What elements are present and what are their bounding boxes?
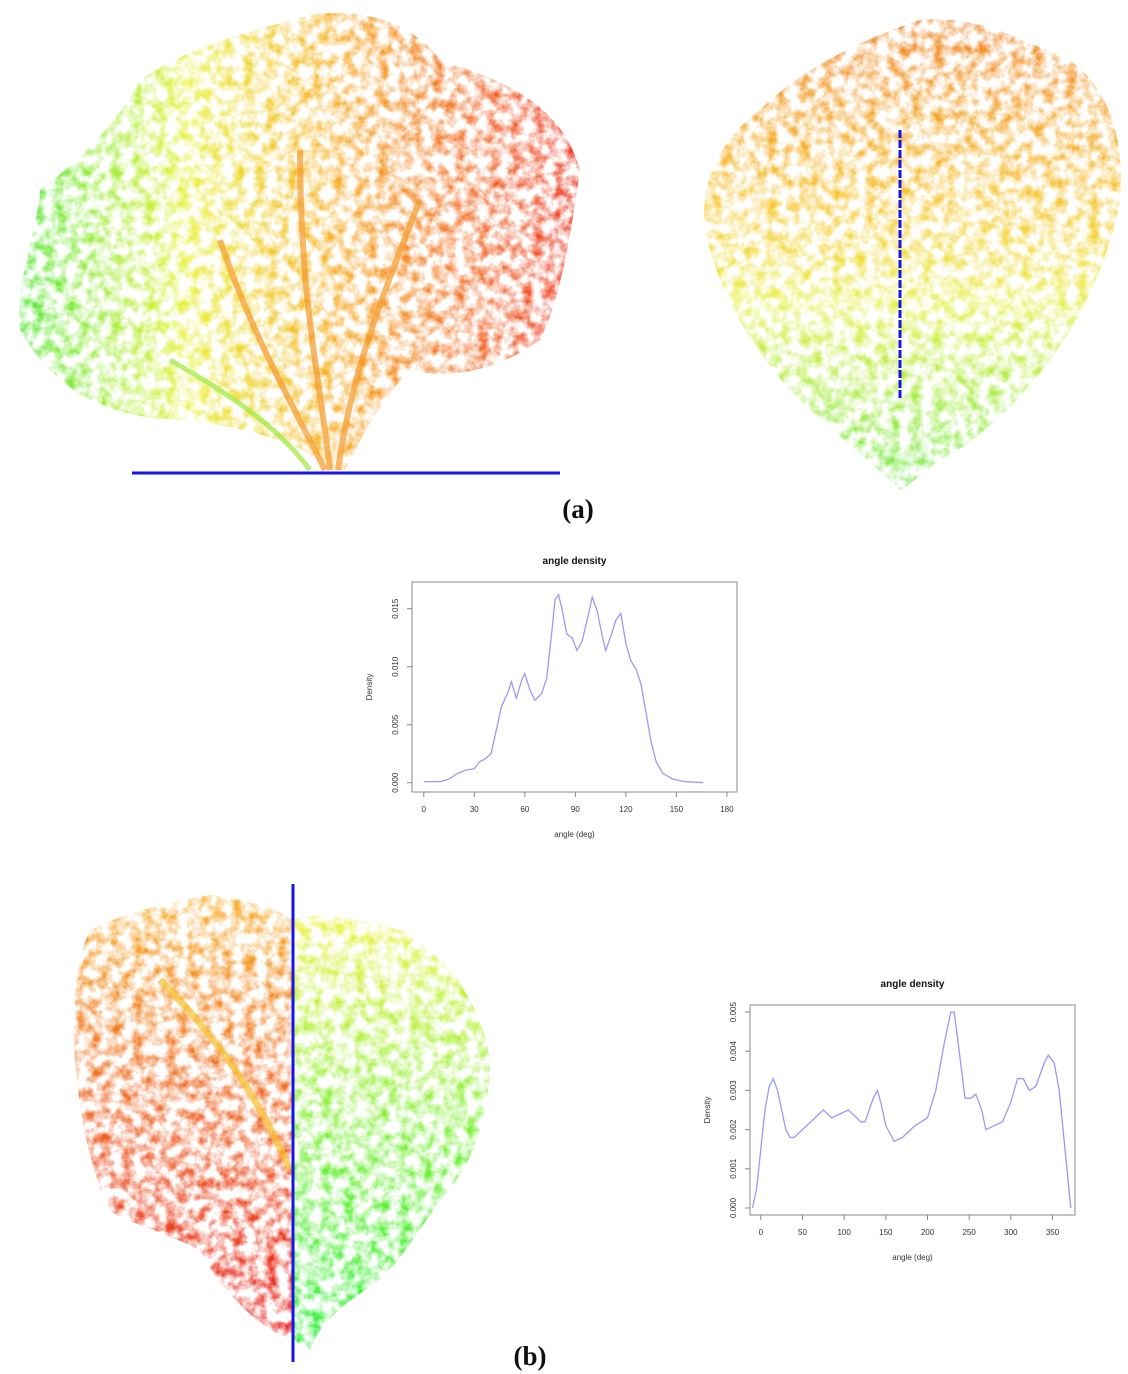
y-axis-label: Density (365, 674, 374, 701)
x-tick-label: 0 (759, 1228, 764, 1237)
y-tick-label: 0.005 (391, 714, 400, 735)
density-chart: angle density angle (deg) Density 0 50 100 150… (703, 979, 1076, 1262)
chart-title: angle density (543, 556, 607, 567)
x-tick-label: 90 (571, 805, 580, 814)
x-tick-label: 30 (470, 805, 479, 814)
tree-side-view (19, 13, 580, 475)
y-tick-label: 0.005 (729, 1001, 738, 1022)
x-tick-label: 250 (962, 1228, 976, 1237)
x-tick-label: 100 (837, 1228, 851, 1237)
y-tick-label: 0.001 (729, 1158, 738, 1179)
y-tick-label: 0.010 (391, 656, 400, 677)
tree-top-view (704, 19, 1121, 490)
x-tick-label: 150 (879, 1228, 893, 1237)
density-line (423, 593, 704, 784)
x-axis-label: angle (deg) (554, 830, 595, 839)
density-line (751, 1011, 1072, 1209)
x-tick-label: 180 (720, 805, 734, 814)
y-tick-label: 0.003 (729, 1080, 738, 1101)
tree-front-view (73, 884, 490, 1362)
x-tick-label: 300 (1004, 1228, 1018, 1237)
plot-frame (411, 581, 738, 793)
y-tick-label: 0.015 (391, 598, 400, 619)
x-tick-label: 150 (670, 805, 684, 814)
panel-label: (b) (514, 1341, 547, 1371)
y-tick-label: 0.002 (729, 1119, 738, 1140)
x-tick-label: 120 (619, 805, 633, 814)
chart-title: angle density (881, 979, 945, 990)
x-tick-label: 50 (798, 1228, 807, 1237)
density-chart: angle density angle (deg) Density 0 30 60 90 12… (365, 556, 738, 839)
y-tick-label: 0.000 (729, 1197, 738, 1218)
x-tick-label: 0 (422, 805, 427, 814)
y-axis-label: Density (703, 1097, 712, 1124)
x-axis-label: angle (deg) (892, 1253, 933, 1262)
x-tick-label: 350 (1046, 1228, 1060, 1237)
plot-frame (749, 1004, 1076, 1216)
panel-label: (a) (562, 494, 593, 524)
x-tick-label: 60 (520, 805, 529, 814)
y-tick-label: 0.004 (729, 1041, 738, 1062)
y-tick-label: 0.000 (391, 772, 400, 793)
x-tick-label: 200 (921, 1228, 935, 1237)
